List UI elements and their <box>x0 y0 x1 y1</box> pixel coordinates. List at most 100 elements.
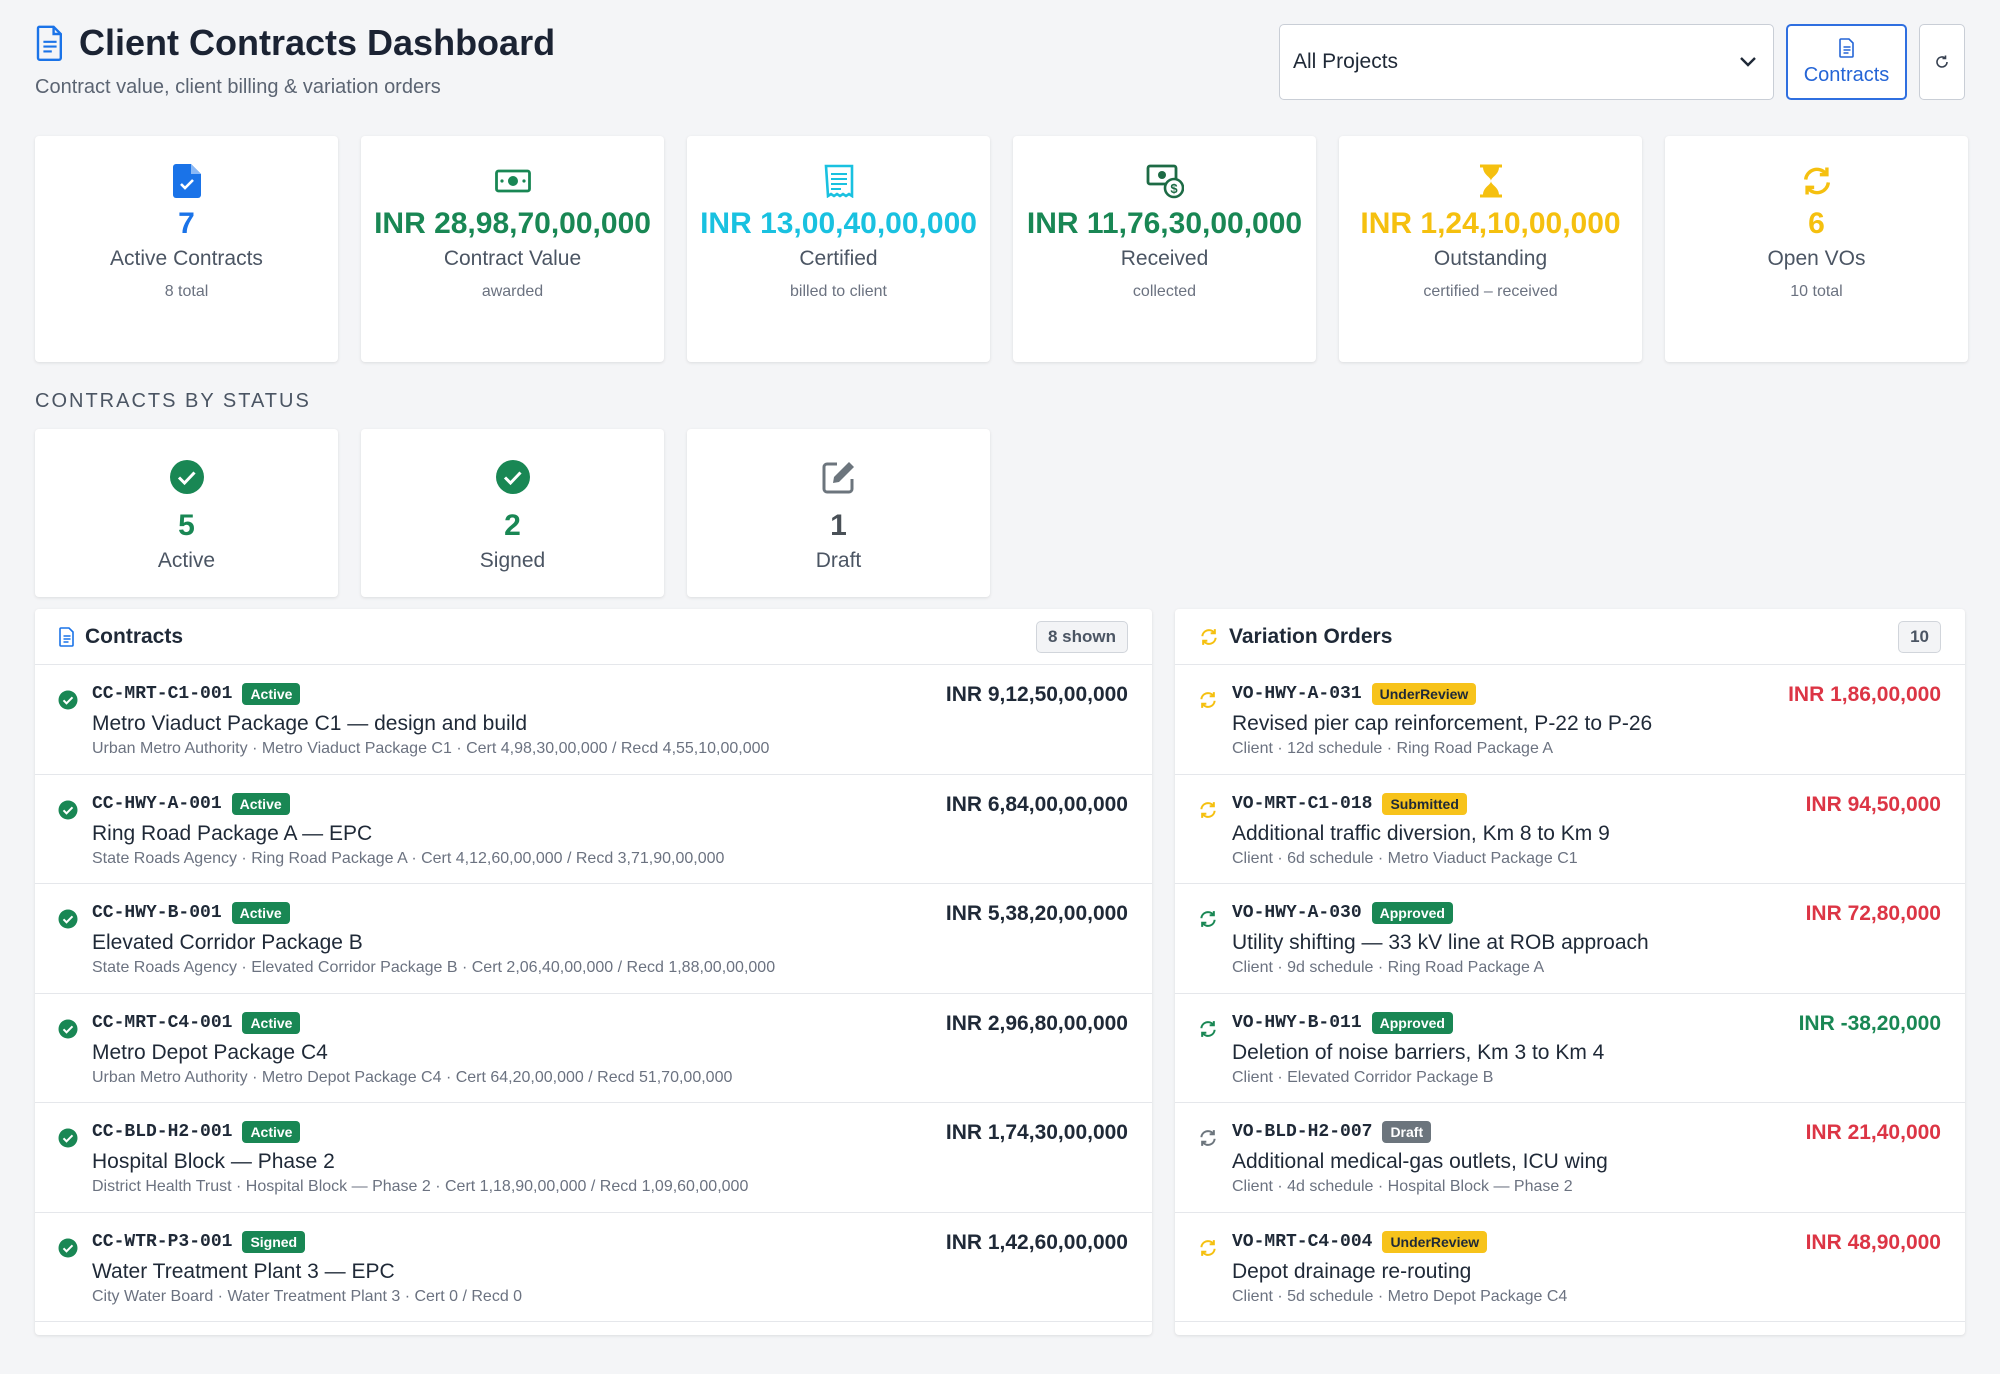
vo-name: Utility shifting — 33 kV line at ROB app… <box>1232 931 1649 954</box>
status-badge: UnderReview <box>1382 1230 1488 1253</box>
kpi-active-contracts: 7 Active Contracts 8 total <box>35 136 338 362</box>
contract-row[interactable]: CC-HWY-A-001 Active Ring Road Package A —… <box>35 775 1152 884</box>
vo-code: VO-HWY-A-030 <box>1232 903 1362 923</box>
variation-order-row[interactable]: VO-MRT-C4-004 UnderReview Depot drainage … <box>1175 1213 1965 1322</box>
check-circle-icon <box>58 1128 78 1148</box>
refresh-button[interactable] <box>1919 24 1965 100</box>
svg-text:$: $ <box>1170 181 1178 196</box>
page-subtitle: Contract value, client billing & variati… <box>35 76 441 98</box>
kpi-label: Outstanding <box>1433 247 1548 270</box>
sync-icon <box>1200 1020 1216 1037</box>
contract-row[interactable]: CC-BLD-H2-001 Active Hospital Block — Pha… <box>35 1103 1152 1213</box>
contracts-button-label: Contracts <box>1803 63 1890 86</box>
variation-orders-panel-title: Variation Orders <box>1229 624 1393 648</box>
kpi-label: Active Contracts <box>110 247 263 270</box>
status-badge: Draft <box>1382 1121 1432 1143</box>
status-card-active[interactable]: 5 Active <box>35 429 338 597</box>
contracts-count-badge: 8 shown <box>1035 620 1128 653</box>
check-circle-icon <box>495 460 530 494</box>
status-row: 5 Active 2 Signed 1 Draft <box>35 429 990 597</box>
chevron-down-icon <box>1740 57 1756 67</box>
edit-icon <box>822 462 854 494</box>
kpi-open-vos: 6 Open VOs 10 total <box>1665 136 1968 362</box>
contract-row[interactable]: CC-HWY-B-001 Active Elevated Corridor Pac… <box>35 884 1152 994</box>
vo-code: VO-MRT-C4-004 <box>1232 1231 1373 1252</box>
variation-orders-count-badge: 10 <box>1898 620 1941 653</box>
contract-name: Metro Viaduct Package C1 — design and bu… <box>92 712 528 735</box>
kpi-sub: 10 total <box>1790 283 1843 300</box>
variation-order-row[interactable]: VO-BLD-H2-007 Draft Additional medical-ga… <box>1175 1103 1965 1213</box>
contract-name: Water Treatment Plant 3 — EPC <box>92 1259 395 1283</box>
page-title: Client Contracts Dashboard <box>79 22 556 63</box>
status-count: 5 <box>178 509 195 542</box>
contract-row[interactable]: CC-WTR-P3-001 Signed Water Treatment Plan… <box>35 1213 1152 1322</box>
contract-name: Metro Depot Package C4 <box>92 1040 328 1064</box>
status-badge: Active <box>231 902 290 924</box>
status-count: 2 <box>504 509 521 542</box>
vo-amount: INR 21,40,000 <box>1805 1121 1941 1144</box>
kpi-value: INR 11,76,30,00,000 <box>1026 207 1303 240</box>
contracts-panel: Contracts 8 shown CC-MRT-C1-001 Active Me… <box>35 609 1152 1335</box>
variation-order-row[interactable]: VO-HWY-A-030 Approved Utility shifting — … <box>1175 884 1965 994</box>
vo-meta: Client · 6d schedule · Metro Viaduct Pac… <box>1232 849 1578 867</box>
contracts-button[interactable]: Contracts <box>1786 24 1907 100</box>
contract-amount: INR 9,12,50,00,000 <box>945 683 1128 706</box>
vo-name: Additional medical-gas outlets, ICU wing <box>1232 1150 1608 1173</box>
kpi-value: INR 13,00,40,00,000 <box>700 207 977 240</box>
vo-amount: INR 1,86,00,000 <box>1788 683 1941 706</box>
check-circle-icon <box>58 1019 78 1038</box>
title-row: Client Contracts Dashboard <box>35 22 1965 64</box>
contract-meta: State Roads Agency · Ring Road Package A… <box>92 849 725 867</box>
page-header: Client Contracts Dashboard Contract valu… <box>35 22 1965 102</box>
status-badge: Approved <box>1371 1011 1453 1034</box>
variation-order-row[interactable]: VO-MRT-C1-018 Submitted Additional traffi… <box>1175 775 1965 884</box>
status-card-draft[interactable]: 1 Draft <box>687 429 990 597</box>
project-select[interactable]: All Projects <box>1279 24 1774 100</box>
contracts-list: CC-MRT-C1-001 Active Metro Viaduct Packag… <box>35 665 1152 1322</box>
sync-icon <box>1803 167 1830 195</box>
status-card-signed[interactable]: 2 Signed <box>361 429 664 597</box>
vo-meta: Client · 4d schedule · Hospital Block — … <box>1232 1178 1573 1195</box>
contract-name: Ring Road Package A — EPC <box>92 821 373 845</box>
sync-icon <box>1200 801 1216 818</box>
vo-name: Revised pier cap reinforcement, P-22 to … <box>1232 712 1653 735</box>
vo-meta: Client · 5d schedule · Metro Depot Packa… <box>1232 1287 1568 1305</box>
vo-code: VO-MRT-C1-018 <box>1232 793 1373 814</box>
contract-amount: INR 6,84,00,00,000 <box>945 792 1128 816</box>
status-badge: UnderReview <box>1371 683 1477 705</box>
check-circle-icon <box>58 1238 78 1257</box>
vo-code: VO-HWY-A-031 <box>1232 684 1362 704</box>
contract-row[interactable]: CC-MRT-C1-001 Active Metro Viaduct Packag… <box>35 665 1152 775</box>
contract-check-icon <box>172 164 201 198</box>
contract-amount: INR 1,42,60,00,000 <box>945 1230 1128 1254</box>
status-badge: Active <box>242 1011 301 1034</box>
contract-amount: INR 2,96,80,00,000 <box>945 1011 1128 1035</box>
sync-icon <box>1200 692 1216 708</box>
kpi-value: INR 28,98,70,00,000 <box>374 207 651 240</box>
receipt-icon <box>824 164 853 198</box>
vo-amount: INR 94,50,000 <box>1805 792 1941 816</box>
kpi-received: $ INR 11,76,30,00,000 Received collected <box>1013 136 1316 362</box>
check-circle-icon <box>58 690 78 710</box>
variation-order-row[interactable]: VO-HWY-B-011 Approved Deletion of noise b… <box>1175 994 1965 1103</box>
sync-icon <box>1200 1130 1216 1146</box>
money-received-icon: $ <box>1146 164 1184 199</box>
document-icon <box>36 25 62 61</box>
kpi-value: INR 1,24,10,00,000 <box>1360 207 1621 240</box>
contract-meta: City Water Board · Water Treatment Plant… <box>92 1287 523 1305</box>
project-select-value: All Projects <box>1293 50 1399 73</box>
contract-code: CC-BLD-H2-001 <box>92 1122 233 1142</box>
kpi-label: Certified <box>799 247 878 270</box>
variation-order-row[interactable]: VO-HWY-A-031 UnderReview Revised pier cap… <box>1175 665 1965 775</box>
kpi-value: 7 <box>178 207 195 240</box>
status-label: Active <box>157 549 216 572</box>
vo-meta: Client · 9d schedule · Ring Road Package… <box>1232 959 1545 976</box>
contract-row[interactable]: CC-MRT-C4-001 Active Metro Depot Package … <box>35 994 1152 1103</box>
status-badge: Active <box>242 1121 301 1143</box>
vo-amount: INR 48,90,000 <box>1805 1230 1941 1254</box>
vo-code: VO-BLD-H2-007 <box>1232 1122 1373 1142</box>
kpi-value: 6 <box>1808 207 1825 240</box>
status-badge: Active <box>231 792 290 815</box>
vo-amount: INR -38,20,000 <box>1798 1011 1941 1035</box>
status-badge: Signed <box>242 1230 306 1253</box>
